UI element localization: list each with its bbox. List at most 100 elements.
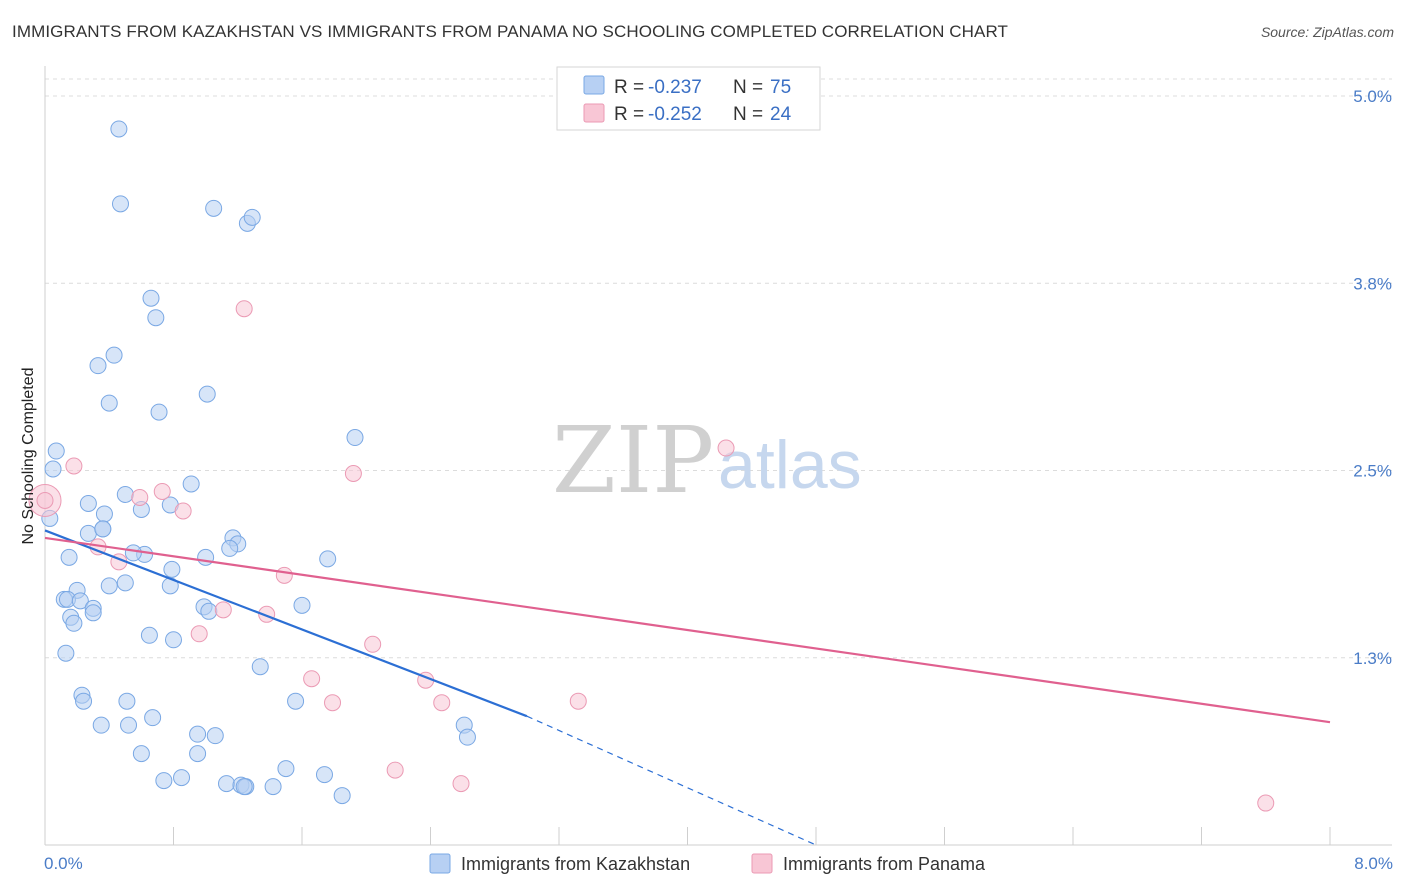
panama-point [386,761,404,779]
y-tick-label: 3.8% [1353,274,1392,293]
legend-panama-swatch [751,853,773,874]
watermark: ZIP atlas [552,407,862,514]
kazakhstan-point [84,604,102,622]
panama-trend-line [44,536,1331,724]
kazakhstan-point [118,692,136,710]
series-legend: Immigrants from Kazakhstan Immigrants fr… [429,853,986,874]
kazakhstan-point [65,614,83,632]
legend-kazakhstan-swatch [429,853,451,874]
kazakhstan-point [100,394,118,412]
kazakhstan-trend-line [44,529,528,718]
kazakhstan-point [57,644,75,662]
kazakhstan-point [79,524,97,542]
kazakhstan-point [333,787,351,805]
kazakhstan-point [205,199,223,217]
panama-point [36,491,54,509]
kazakhstan-point [221,539,239,557]
axes [44,66,1392,846]
kazakhstan-point [173,769,191,787]
kazakhstan-point [189,725,207,743]
kazakhstan-point [75,692,93,710]
kazakhstan-point [277,760,295,778]
panama-point [303,670,321,688]
panama-point [131,488,149,506]
kazakhstan-point [458,728,476,746]
kazakhstan-point [147,309,165,327]
kazakhstan-point [116,485,134,503]
kazakhstan-point [315,766,333,784]
panama-point [65,457,83,475]
kazakhstan-point [132,745,150,763]
kazakhstan-point [47,442,65,460]
panama-point [275,566,293,584]
kazakhstan-point [140,626,158,644]
kazakhstan-point [198,385,216,403]
kazakhstan-r-value: -0.237 [648,77,702,98]
kazakhstan-point [95,505,113,523]
kazakhstan-point [287,692,305,710]
kazakhstan-point [293,596,311,614]
panama-point [433,694,451,712]
kazakhstan-point [165,631,182,649]
panama-point [235,300,253,318]
kazakhstan-point [142,289,160,307]
tick-labels: 5.0% 3.8% 2.5% 1.3% 0.0% 8.0% [44,87,1393,873]
kazakhstan-point [197,548,215,566]
panama-point [569,692,587,710]
watermark-atlas: atlas [718,427,862,503]
kazakhstan-point [218,775,236,793]
trend-lines [44,529,1331,846]
kazakhstan-point [124,544,142,562]
kazakhstan-swatch [583,75,605,95]
y-axis-label: No Schooling Completed [20,368,37,545]
kazakhstan-point [264,778,282,796]
kazakhstan-trend-extension [526,715,817,846]
kazakhstan-r-label: R = [614,77,644,98]
y-tick-label: 1.3% [1353,649,1392,668]
y-tick-label: 2.5% [1353,462,1392,481]
panama-n-label: N = [733,104,763,125]
stats-legend: R = -0.237 N = 75 R = -0.252 N = 24 [556,66,821,131]
kazakhstan-point [44,460,62,478]
kazakhstan-point [71,592,89,610]
kazakhstan-point [150,403,168,421]
kazakhstan-point [94,520,112,538]
kazakhstan-point [346,429,364,447]
legend-kazakhstan-label: Immigrants from Kazakhstan [461,854,690,874]
grid-lines [45,78,1392,659]
kazakhstan-point [243,208,261,226]
panama-r-value: -0.252 [648,104,702,125]
kazakhstan-point [155,772,173,790]
source-label: Source: ZipAtlas.com [1260,24,1394,40]
kazakhstan-point [251,658,269,676]
panama-point [344,464,362,482]
kazakhstan-point [60,548,78,566]
panama-point [452,775,470,793]
kazakhstan-point [200,602,218,620]
kazakhstan-point [89,357,107,375]
kazakhstan-point [206,727,224,745]
kazakhstan-point [100,577,118,595]
kazakhstan-point [105,346,123,364]
kazakhstan-point [319,550,337,568]
panama-points [28,300,1275,812]
panama-n-value: 24 [770,104,792,125]
panama-point [1257,794,1275,812]
kazakhstan-point [110,120,128,138]
kazakhstan-point [120,716,138,734]
kazakhstan-n-label: N = [733,77,763,98]
panama-r-label: R = [614,104,644,125]
panama-point [190,625,208,643]
panama-point [174,502,192,520]
kazakhstan-point [144,709,162,727]
chart-title: IMMIGRANTS FROM KAZAKHSTAN VS IMMIGRANTS… [12,22,1009,41]
kazakhstan-point [116,574,134,592]
kazakhstan-point [92,716,110,734]
kazakhstan-point [182,475,200,493]
x-tick-label-right: 8.0% [1354,854,1393,873]
kazakhstan-point [111,195,129,213]
panama-swatch [583,103,605,123]
kazakhstan-point [189,745,207,763]
watermark-zip: ZIP [552,407,714,514]
